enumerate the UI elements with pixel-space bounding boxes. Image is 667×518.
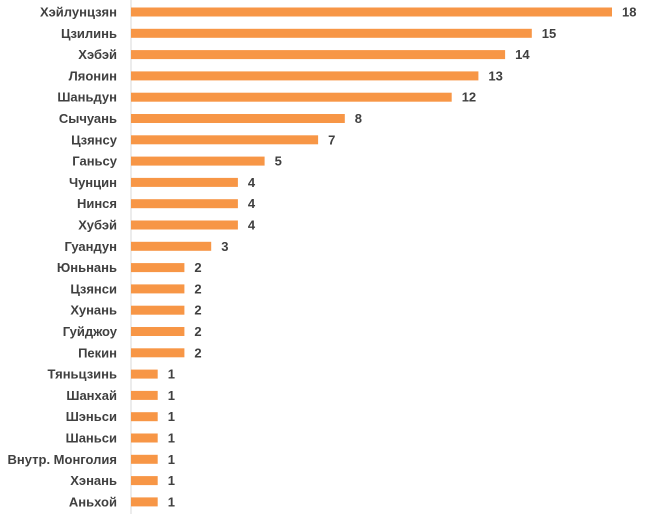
bars-group — [131, 7, 612, 507]
bar — [131, 199, 238, 209]
bar — [131, 327, 185, 336]
bar — [131, 390, 158, 400]
bar — [131, 305, 185, 315]
value-label: 2 — [194, 281, 201, 296]
bar — [131, 156, 265, 166]
value-label: 13 — [488, 68, 502, 83]
value-label: 1 — [168, 367, 175, 382]
bar — [131, 263, 185, 273]
value-label: 12 — [462, 90, 476, 105]
value-label: 3 — [221, 239, 228, 254]
category-label: Хэбэй — [78, 47, 117, 62]
category-label: Цзянсу — [71, 132, 118, 147]
bar — [131, 284, 185, 294]
value-label: 7 — [328, 132, 335, 147]
category-label: Гуандун — [64, 239, 117, 254]
bar — [131, 92, 452, 102]
category-label: Пекин — [78, 345, 117, 360]
category-label: Сычуань — [59, 111, 117, 126]
category-label: Чунцин — [69, 175, 117, 190]
value-label: 4 — [248, 175, 256, 190]
category-label: Тяньцзинь — [48, 367, 118, 382]
bar — [131, 497, 158, 507]
value-label: 1 — [168, 409, 175, 424]
value-label: 1 — [168, 494, 175, 509]
bar — [131, 177, 238, 187]
category-label: Цзилинь — [61, 26, 117, 41]
category-label: Хэйлунцзян — [40, 5, 117, 20]
category-label: Ганьсу — [72, 154, 118, 169]
category-label: Хубэй — [78, 218, 117, 233]
bar — [131, 348, 185, 358]
category-label: Аньхой — [69, 494, 117, 509]
bar — [131, 220, 238, 230]
value-label: 1 — [168, 388, 175, 403]
bar — [131, 135, 319, 145]
category-label: Шанхай — [66, 388, 117, 403]
value-label: 4 — [248, 196, 256, 211]
category-label: Внутр. Монголия — [8, 452, 117, 467]
bar — [131, 369, 158, 379]
value-label: 4 — [248, 218, 256, 233]
value-label: 2 — [194, 324, 201, 339]
value-label: 2 — [194, 303, 201, 318]
bar — [131, 50, 506, 60]
category-label: Гуйджоу — [63, 324, 118, 339]
bar — [131, 7, 612, 17]
category-label: Цзянси — [70, 281, 117, 296]
value-label: 2 — [194, 260, 201, 275]
value-label: 8 — [355, 111, 362, 126]
bar — [131, 476, 158, 486]
value-label: 2 — [194, 345, 201, 360]
value-label: 1 — [168, 431, 175, 446]
bar — [131, 412, 158, 422]
bar — [131, 28, 532, 38]
value-label: 14 — [515, 47, 530, 62]
value-label: 1 — [168, 473, 175, 488]
bar — [131, 71, 479, 81]
category-label: Шаньси — [66, 431, 117, 446]
bar — [131, 433, 158, 443]
category-label: Хэнань — [70, 473, 117, 488]
bar — [131, 241, 212, 251]
category-labels-group: Хэйлунцзян Цзилинь Хэбэй Ляонин Шаньдун Сычуа… — [8, 5, 118, 510]
value-label: 18 — [622, 5, 636, 20]
value-label: 5 — [275, 154, 282, 169]
bar — [131, 454, 158, 464]
value-label: 1 — [168, 452, 175, 467]
value-label: 15 — [542, 26, 556, 41]
category-label: Ляонин — [69, 68, 117, 83]
category-label: Шэньси — [66, 409, 117, 424]
category-label: Шаньдун — [57, 90, 117, 105]
bar — [131, 114, 345, 123]
category-label: Нинся — [77, 196, 117, 211]
category-label: Юньнань — [57, 260, 117, 275]
category-label: Хунань — [70, 303, 117, 318]
value-labels-group: 18 15 14 13 12 8 7 5 4 4 4 3 2 2 2 2 2 1 1 1 1 1 1 1 — [168, 5, 637, 510]
